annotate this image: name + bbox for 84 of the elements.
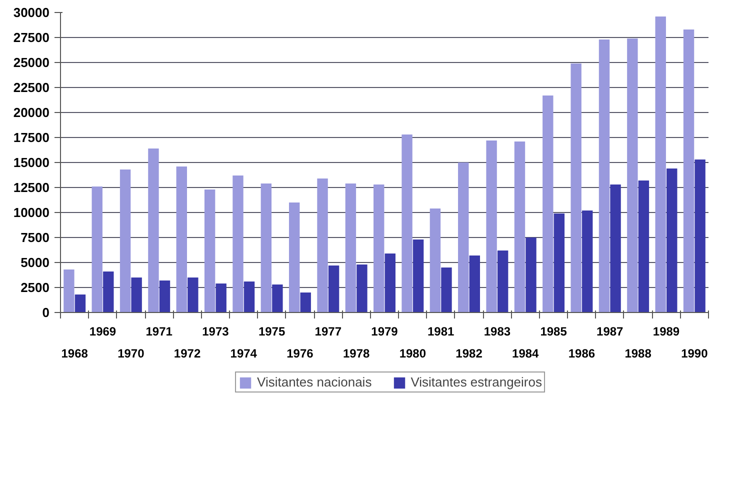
bar [288,202,300,312]
bar [582,210,593,312]
bar [497,250,508,312]
y-tick-label: 12500 [13,180,50,195]
y-tick-label: 0 [42,305,50,320]
y-tick-label: 27500 [13,30,50,45]
x-tick-label: 1978 [342,346,370,360]
x-tick-label: 1983 [484,324,511,338]
x-tick-label: 1971 [146,324,173,338]
x-tick-label: 1988 [624,346,652,360]
x-tick-label: 1981 [428,324,455,338]
bar [514,142,526,312]
legend-label: Visitantes estrangeiros [410,374,542,390]
bar [232,176,244,312]
bar [345,184,356,312]
bar [598,40,610,312]
bar [356,264,368,312]
bar [610,184,621,312]
x-tick-label: 1982 [456,346,483,360]
y-tick-label: 25000 [13,55,50,70]
x-tick-label: 1972 [174,346,201,360]
x-tick-label: 1970 [118,346,145,360]
x-tick-label: 1985 [540,324,568,338]
x-tick-label: 1969 [89,324,116,338]
bar [120,170,131,312]
bar [74,294,86,312]
y-tick-label: 17500 [13,130,50,145]
bar [655,16,666,312]
bar [570,64,582,312]
bar [384,254,396,312]
x-tick-label: 1974 [230,346,258,360]
x-tick-label: 1968 [61,346,88,360]
x-tick-label: 1989 [652,324,680,338]
bar [554,214,565,312]
y-tick-label: 7500 [20,230,50,245]
x-tick-label: 1984 [512,346,540,360]
bar [260,184,272,312]
bar [542,96,554,312]
y-tick-label: 10000 [13,205,50,220]
bar [694,160,706,312]
y-tick-label: 5000 [20,255,50,270]
y-tick-label: 15000 [13,155,50,170]
bar [244,282,255,312]
bar [300,292,311,312]
bar [412,240,424,312]
bar [131,278,142,312]
bar [666,168,678,312]
bar [526,238,536,312]
bar [402,134,412,312]
bar [103,272,114,312]
x-tick-label: 1987 [596,324,624,338]
bar [638,180,650,312]
bar [469,256,480,312]
bar [272,284,283,312]
y-tick-label: 30000 [13,5,50,20]
x-tick-label: 1990 [681,346,708,360]
bar [430,208,441,312]
y-tick-label: 2500 [20,280,50,295]
bar [64,270,74,312]
x-tick-label: 1986 [568,346,596,360]
y-tick-label: 20000 [13,105,50,120]
bar [148,148,159,312]
bar [176,166,187,312]
bar [188,278,198,312]
x-tick-label: 1979 [371,324,398,338]
bar [627,38,638,312]
bar [328,266,340,312]
bar [159,280,170,312]
bar [486,140,497,312]
bar [374,184,384,312]
bar [317,178,328,312]
x-tick-label: 1973 [202,324,230,338]
bar [683,30,694,312]
x-tick-label: 1977 [314,324,342,338]
bar [92,186,102,312]
bar [441,268,452,312]
bar [204,190,216,312]
y-tick-label: 22500 [13,80,50,95]
x-tick-label: 1976 [286,346,314,360]
x-tick-label: 1975 [258,324,286,338]
legend-label: Visitantes nacionais [257,374,372,390]
bar [458,162,469,312]
bar [216,284,226,312]
x-tick-label: 1980 [399,346,426,360]
